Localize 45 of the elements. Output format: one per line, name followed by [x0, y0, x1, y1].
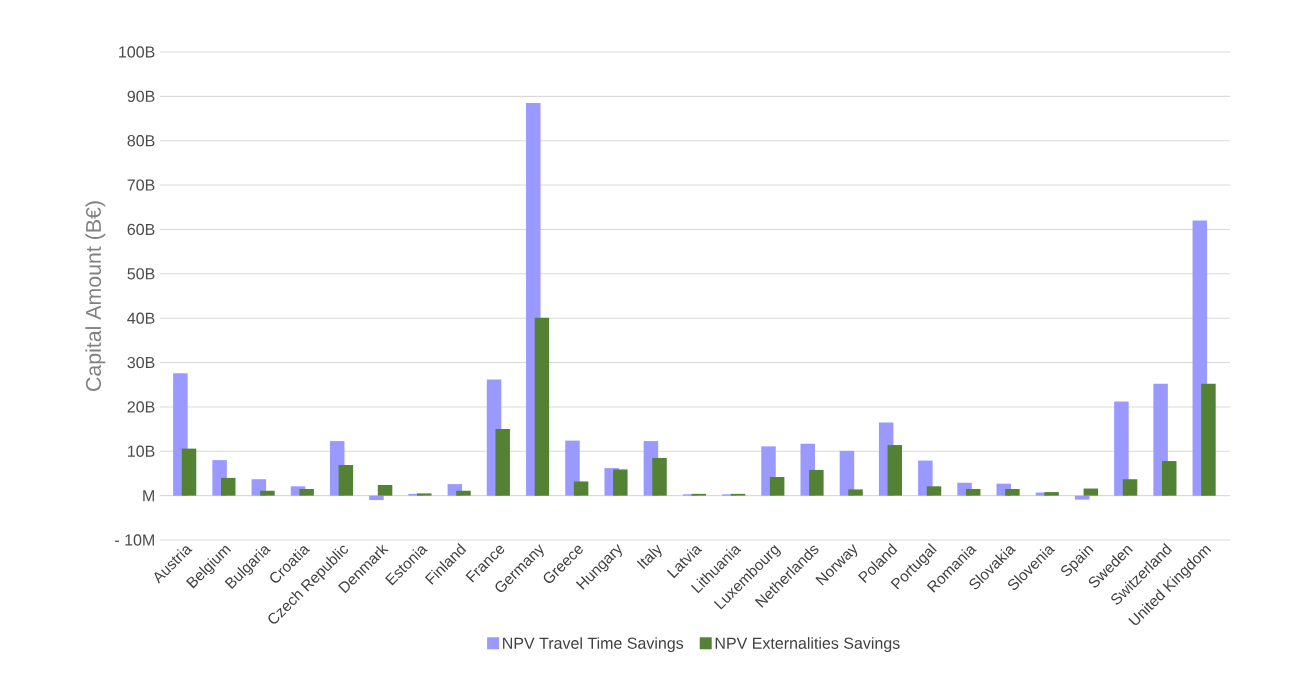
y-tick-label: 90B	[127, 90, 155, 103]
bar	[613, 469, 628, 496]
bar	[181, 448, 197, 496]
bar	[1074, 495, 1090, 500]
bar	[495, 429, 510, 496]
bar	[456, 490, 471, 496]
y-tick-label: 80B	[127, 135, 155, 147]
bar	[1114, 401, 1129, 496]
bar	[1044, 492, 1059, 496]
y-tick-label: 20B	[127, 401, 155, 413]
bar	[926, 486, 942, 496]
bar	[369, 495, 384, 501]
y-axis-title: Capital Amount (B€)	[85, 201, 106, 391]
bar	[417, 493, 432, 496]
y-tick-label: 100B	[119, 46, 155, 58]
bar	[1083, 488, 1099, 496]
bar	[652, 457, 667, 496]
y-tick-label: - 10M	[115, 534, 154, 546]
bar	[1161, 461, 1177, 496]
bar	[887, 445, 903, 496]
bar	[377, 484, 393, 496]
bar	[338, 465, 354, 496]
y-tick-label: 10B	[128, 445, 155, 457]
bar	[260, 490, 275, 496]
bar	[809, 469, 824, 496]
y-tick-label: 50B	[127, 268, 155, 280]
bar	[1201, 383, 1216, 496]
legend-label: NPV Travel Time Savings	[503, 637, 684, 653]
bar	[220, 477, 236, 496]
bar	[769, 477, 785, 496]
bar	[1005, 488, 1020, 496]
bar	[839, 450, 855, 496]
bar	[299, 488, 314, 496]
bar	[534, 317, 550, 496]
y-tick-label: 70B	[127, 179, 155, 191]
bar	[965, 488, 981, 496]
x-tick-label: Italy	[636, 544, 662, 569]
legend-label: NPV Externalities Savings	[715, 637, 900, 653]
y-tick-label: M	[143, 490, 154, 502]
bar	[848, 489, 863, 496]
y-tick-label: 60B	[127, 223, 155, 236]
y-tick-label: 30B	[127, 356, 155, 369]
y-tick-label: 40B	[127, 312, 155, 324]
bar	[1122, 479, 1138, 496]
bar	[573, 481, 589, 496]
